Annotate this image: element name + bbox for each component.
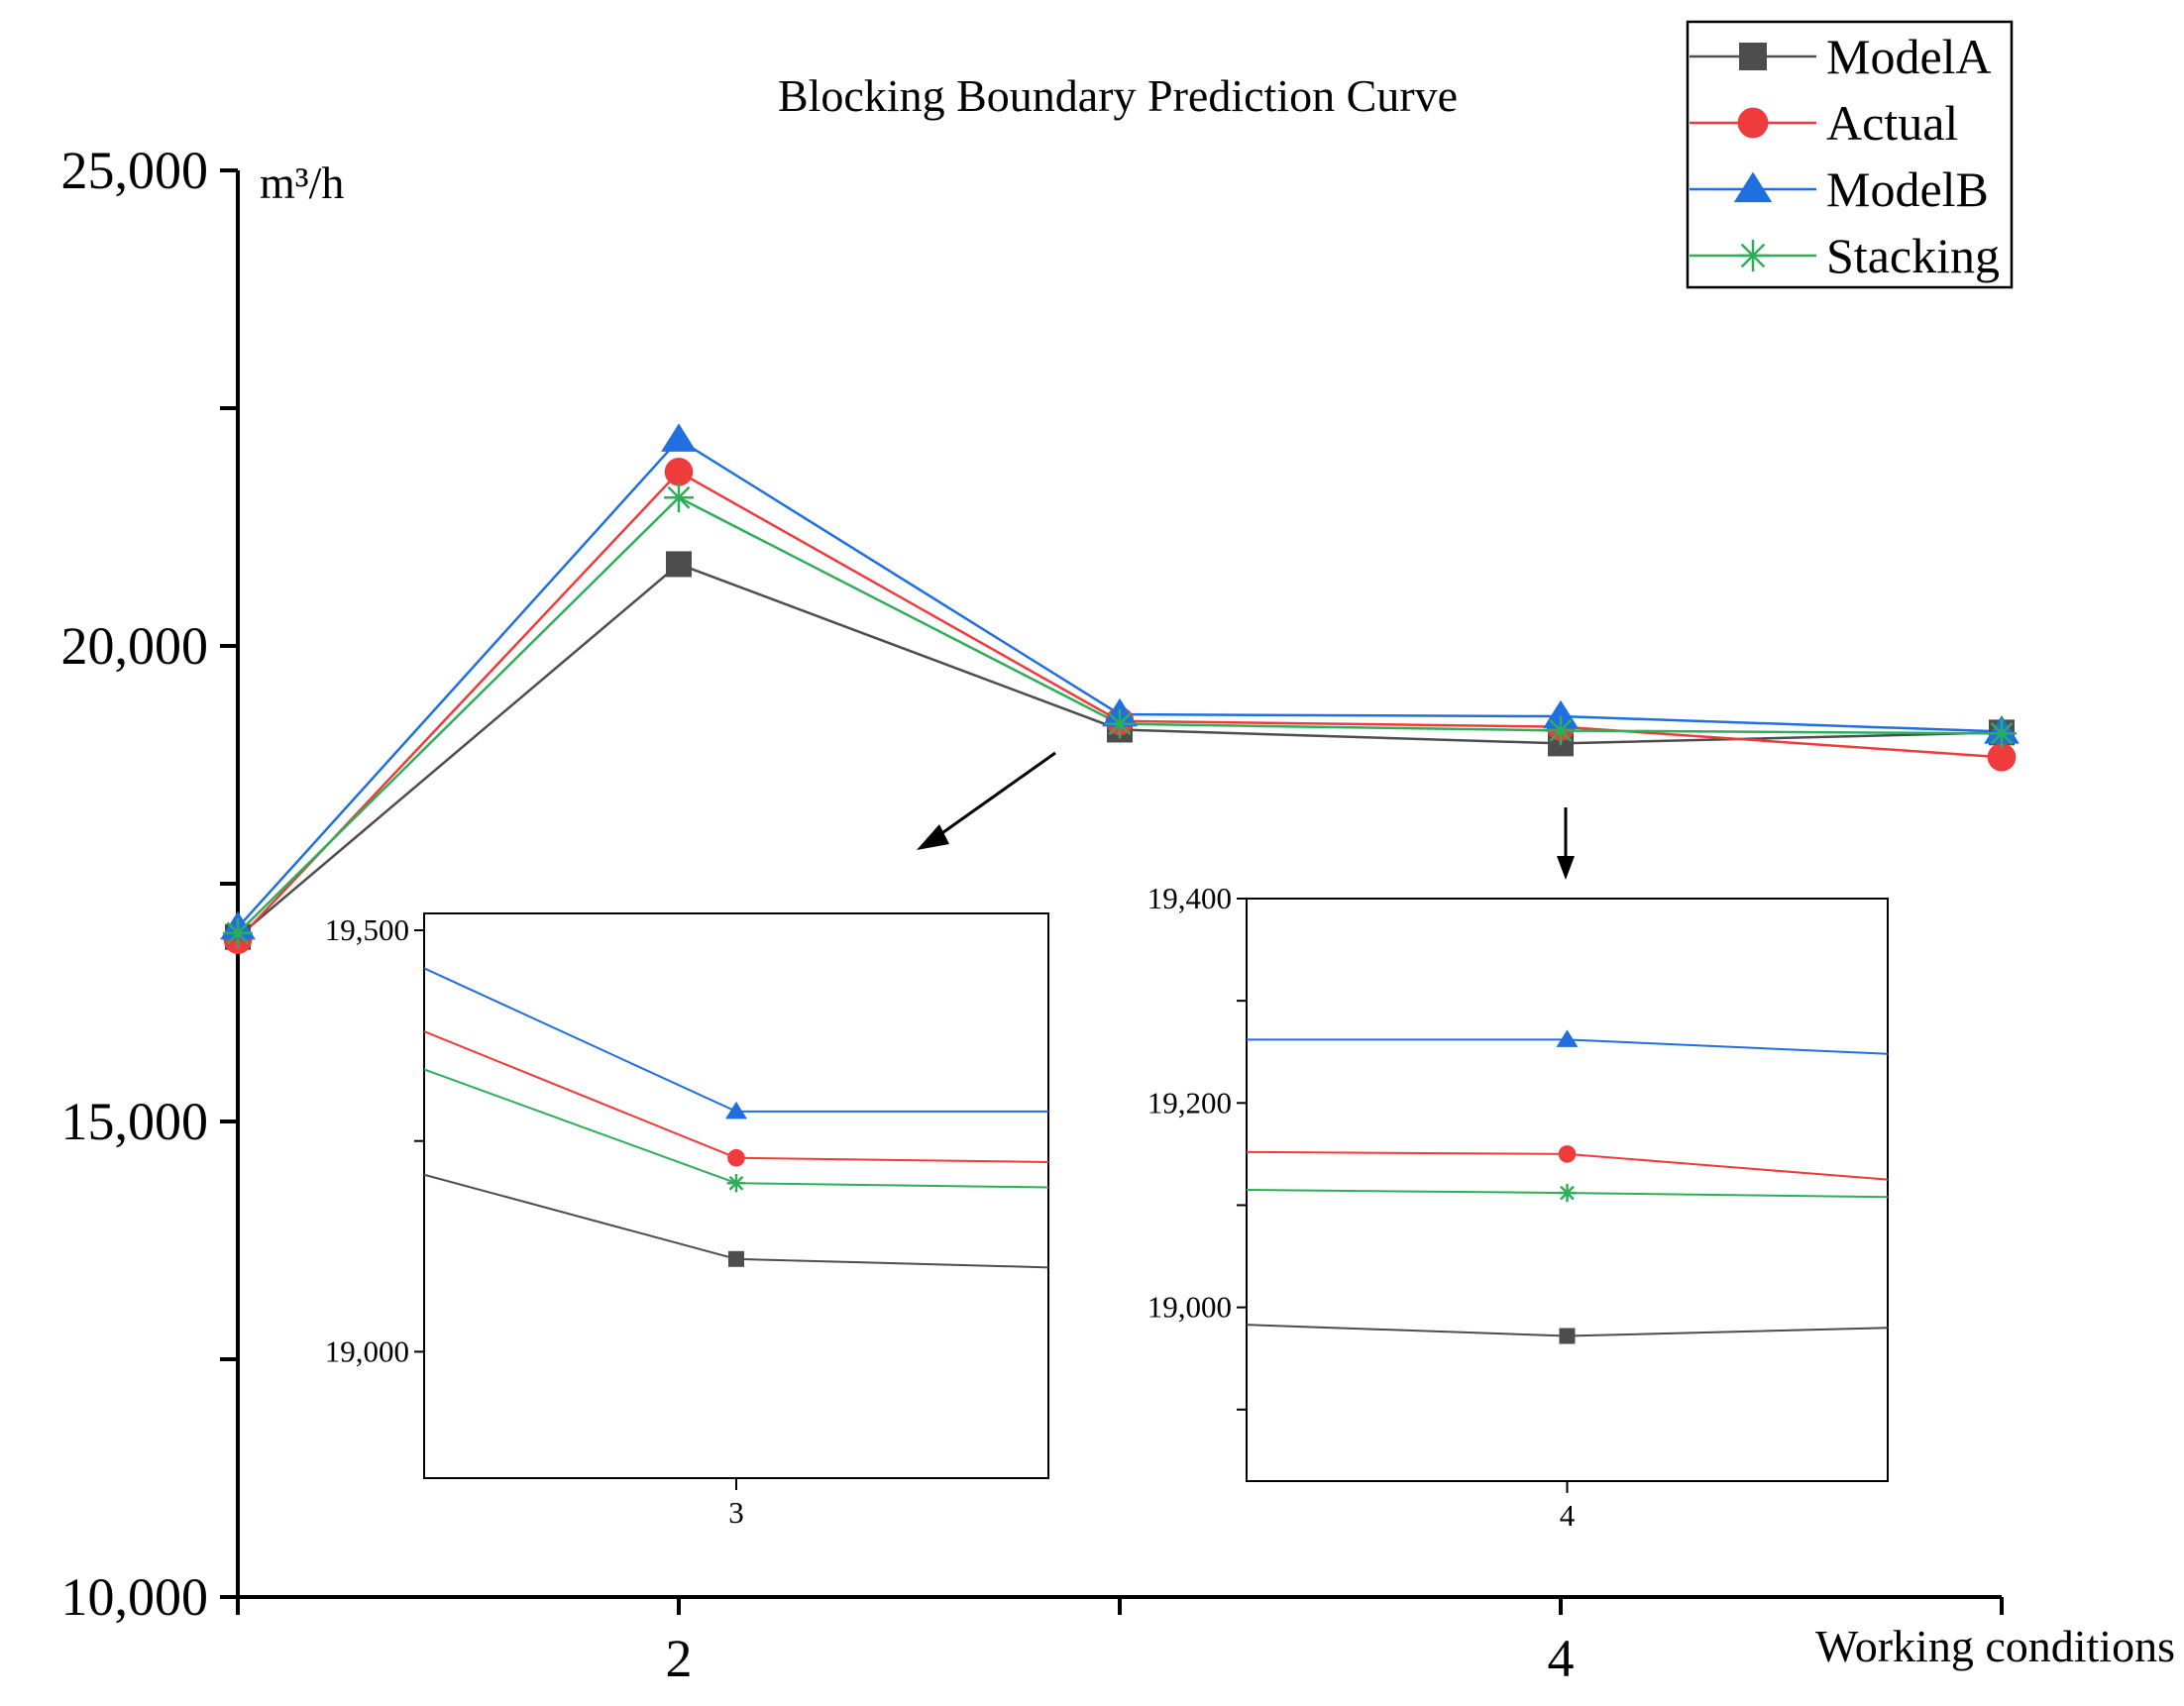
legend-label-modelb: ModelB — [1826, 161, 1989, 217]
chart-title: Blocking Boundary Prediction Curve — [778, 70, 1458, 121]
inset-frame — [423, 912, 1049, 1479]
inset-y-tick-label: 19,200 — [1147, 1085, 1232, 1120]
inset-point-stacking — [726, 1174, 746, 1193]
main-axes: 10,000 15,000 20,000 25,000 2 4 — [61, 141, 2004, 1688]
arrow-to-inset-3 — [935, 751, 1056, 839]
zoom-arrows — [917, 751, 1575, 880]
inset-point-modelb — [725, 1101, 747, 1120]
series-line-modelb — [237, 438, 2003, 928]
point-stacking — [223, 917, 253, 948]
x-tick-label: 4 — [1548, 1629, 1575, 1688]
legend-marker-stacking — [1736, 239, 1770, 272]
x-tick-label: 2 — [666, 1629, 693, 1688]
y-tick-label: 10,000 — [61, 1567, 209, 1627]
point-modelb — [661, 423, 697, 452]
inset-point-actual — [727, 1148, 745, 1167]
point-stacking — [1546, 715, 1576, 746]
main-series — [220, 423, 2020, 954]
point-actual — [664, 458, 694, 486]
inset-point-modela — [1559, 1328, 1576, 1344]
legend-marker-modelb — [1733, 171, 1773, 203]
y-tick-label: 15,000 — [61, 1092, 209, 1151]
legend-label-modela: ModelA — [1826, 29, 1992, 84]
legend-label-stacking: Stacking — [1826, 228, 2000, 283]
inset-point-actual — [1558, 1145, 1577, 1163]
legend-marker-actual — [1737, 107, 1769, 139]
legend-marker-modela — [1739, 43, 1767, 70]
x-axis-label: Working conditions — [1815, 1621, 2175, 1671]
inset-x-tick-label: 4 — [1560, 1498, 1576, 1533]
legend-label-actual: Actual — [1826, 95, 1958, 151]
inset-point-modelb — [1556, 1029, 1579, 1047]
inset-point-modela — [728, 1250, 744, 1267]
series-line-modela — [237, 563, 2003, 938]
inset-condition-4: 19,000 19,200 19,400 4 — [1147, 881, 1889, 1533]
legend: ModelA Actual ModelB Stacking — [1686, 20, 2014, 289]
inset-y-tick-label: 19,400 — [1147, 881, 1232, 915]
point-stacking — [1987, 718, 2017, 749]
point-actual — [1987, 743, 2017, 772]
y-tick-label: 20,000 — [61, 616, 209, 676]
arrow-head-inset-4 — [1557, 856, 1575, 880]
y-axis-unit-label: m³/h — [260, 158, 344, 208]
inset-point-stacking — [1558, 1183, 1577, 1203]
inset-y-tick-label: 19,000 — [325, 1333, 409, 1368]
arrow-head-inset-3 — [917, 824, 949, 850]
inset-y-tick-label: 19,500 — [325, 912, 409, 947]
point-stacking — [1105, 708, 1135, 739]
y-tick-label: 25,000 — [61, 141, 209, 200]
inset-y-tick-label: 19,000 — [1147, 1290, 1232, 1325]
point-modela — [666, 551, 692, 578]
inset-x-tick-label: 3 — [728, 1495, 744, 1530]
point-stacking — [664, 482, 694, 513]
inset-condition-3: 19,000 19,500 3 — [325, 912, 1049, 1530]
